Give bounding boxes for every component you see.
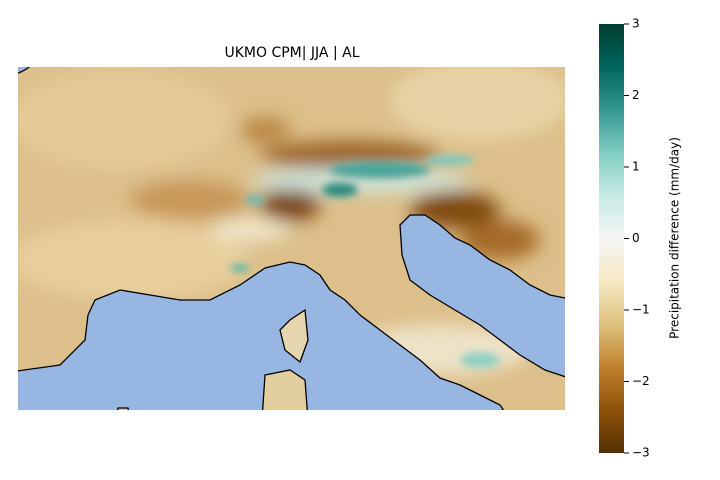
africa-coast bbox=[116, 407, 129, 410]
colorbar bbox=[599, 24, 624, 453]
alpine-wet bbox=[230, 155, 500, 368]
colorbar-tick-label: −1 bbox=[632, 303, 650, 317]
map bbox=[18, 67, 565, 410]
sea bbox=[18, 261, 505, 410]
sea-corner bbox=[18, 67, 31, 74]
colorbar-tick-label: 1 bbox=[632, 160, 640, 174]
colorbar-tick-label: 3 bbox=[632, 17, 640, 31]
colorbar-label: Precipitation difference (mm/day) bbox=[668, 137, 682, 339]
sardinia bbox=[262, 369, 308, 410]
adriatic-sea bbox=[399, 214, 565, 378]
map-title: UKMO CPM| JJA | AL bbox=[224, 45, 359, 61]
colorbar-tick-label: 0 bbox=[632, 231, 640, 245]
colorbar-tick-label: −3 bbox=[632, 446, 650, 460]
colorbar-tick-label: 2 bbox=[632, 88, 640, 102]
colorbar-tick-label: −2 bbox=[632, 374, 650, 388]
corsica bbox=[279, 308, 309, 364]
